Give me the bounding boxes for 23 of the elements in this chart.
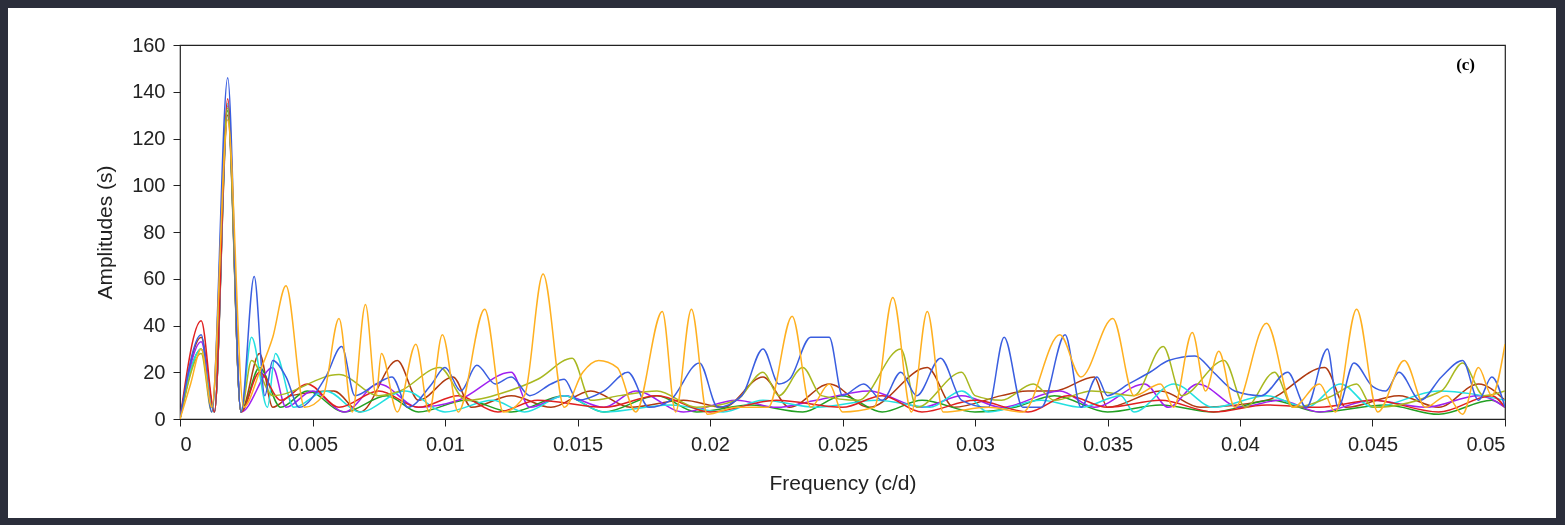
x-tick-label: 0.04 xyxy=(1221,432,1260,455)
x-tick-label: 0.02 xyxy=(691,432,730,455)
x-tick-label: 0.015 xyxy=(552,432,604,455)
y-tick-label: 0 xyxy=(154,407,166,430)
y-axis-title: Amplitudes (s) xyxy=(93,165,117,300)
x-tick-label: 0.025 xyxy=(817,432,869,455)
y-tick-label: 80 xyxy=(143,220,166,243)
y-tick-label: 160 xyxy=(132,33,166,56)
annotation: (c) xyxy=(1456,55,1475,74)
y-tick-label: 60 xyxy=(143,267,166,290)
x-axis-title: Frequency (c/d) xyxy=(769,470,917,494)
x-tick-label: 0.035 xyxy=(1082,432,1134,455)
y-tick-label: 20 xyxy=(143,360,166,383)
x-tick-label: 0.03 xyxy=(956,432,995,455)
x-tick-label: 0 xyxy=(180,432,192,455)
x-tick-label: 0.05 xyxy=(1466,432,1506,455)
x-tick-label: 0.01 xyxy=(426,432,465,455)
x-tick-label: 0.045 xyxy=(1347,432,1399,455)
y-tick-label: 100 xyxy=(132,173,166,196)
y-tick-label: 140 xyxy=(132,80,166,103)
x-tick-label: 0.005 xyxy=(287,432,339,455)
y-tick-label: 120 xyxy=(132,127,166,149)
y-tick-label: 40 xyxy=(143,314,166,336)
